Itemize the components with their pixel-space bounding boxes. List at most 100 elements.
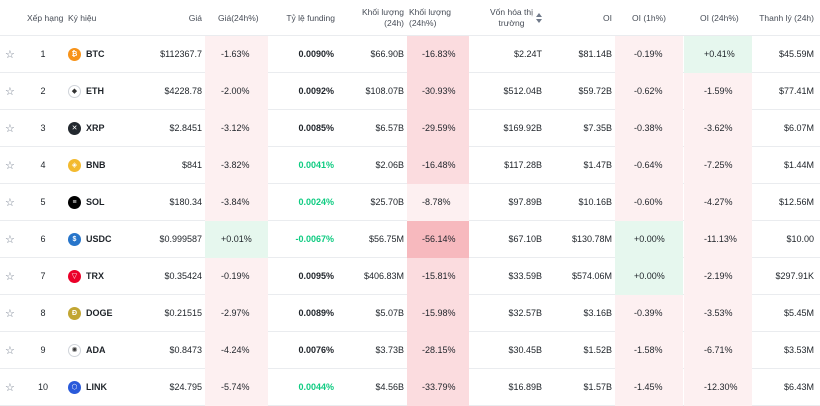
- oi-value: $3.16B: [583, 308, 612, 318]
- sort-icon[interactable]: [536, 13, 542, 23]
- volume-change-cell: -30.93%: [422, 73, 467, 109]
- oi-1h-cell: -0.19%: [634, 36, 680, 72]
- header-volume-change[interactable]: Khối lượng (24h%): [409, 0, 473, 36]
- liquidation-value: $6.43M: [783, 382, 814, 392]
- symbol-cell[interactable]: ▽ TRX: [68, 258, 138, 294]
- liquidation-value: $10.00: [786, 234, 814, 244]
- rank-cell: 5: [30, 184, 56, 220]
- volume-change-bg: [407, 258, 469, 295]
- rank-value: 6: [40, 234, 46, 244]
- symbol-cell[interactable]: ₿ BTC: [68, 36, 138, 72]
- volume-change-value: -15.98%: [422, 308, 456, 318]
- table-row[interactable]: ☆ 10 ⬡ LINK $24.795 -5.74% 0.0044% $4.56…: [0, 369, 820, 406]
- table-row[interactable]: ☆ 5 ≡ SOL $180.34 -3.84% 0.0024% $25.70B…: [0, 184, 820, 221]
- header-volume[interactable]: Khối lượng (24h): [340, 0, 404, 36]
- rank-cell: 1: [30, 36, 56, 72]
- volume-cell: $2.06B: [340, 147, 404, 183]
- symbol-cell[interactable]: ◆ ETH: [68, 73, 138, 109]
- table-row[interactable]: ☆ 8 Ð DOGE $0.21515 -2.97% 0.0089% $5.07…: [0, 295, 820, 332]
- liquidation-cell: $297.91K: [750, 258, 814, 294]
- volume-value: $108.07B: [365, 86, 404, 96]
- cardano-icon: ✺: [68, 343, 81, 357]
- price-change-value: -3.12%: [221, 123, 250, 133]
- header-oi-label: OI: [603, 12, 612, 23]
- oi-1h-value: -0.64%: [634, 160, 663, 170]
- header-oi-1h[interactable]: OI (1h%): [632, 0, 682, 36]
- table-row[interactable]: ☆ 6 $ USDC $0.999587 +0.01% -0.0067% $56…: [0, 221, 820, 258]
- liquidation-value: $77.41M: [778, 86, 814, 96]
- symbol-cell[interactable]: Ð DOGE: [68, 295, 138, 331]
- rank-value: 5: [40, 197, 46, 207]
- favorite-star-icon[interactable]: ☆: [5, 381, 15, 394]
- header-symbol[interactable]: Ký hiệu: [68, 0, 128, 36]
- volume-change-value: -8.78%: [422, 197, 451, 207]
- rank-value: 8: [40, 308, 46, 318]
- table-row[interactable]: ☆ 2 ◆ ETH $4228.78 -2.00% 0.0092% $108.0…: [0, 73, 820, 110]
- oi-24h-bg: [684, 258, 752, 295]
- rank-cell: 10: [30, 369, 56, 405]
- favorite-star-icon[interactable]: ☆: [5, 233, 15, 246]
- solana-icon: ≡: [68, 195, 81, 209]
- price-change-cell: -0.19%: [221, 258, 266, 294]
- oi-1h-bg: [615, 295, 683, 332]
- header-market-cap[interactable]: Vốn hóa thị trường: [480, 0, 542, 36]
- oi-cell: $59.72B: [548, 73, 612, 109]
- price-change-value: +0.01%: [221, 234, 252, 244]
- price-change-cell: -3.84%: [221, 184, 266, 220]
- symbol-label: LINK: [86, 382, 107, 392]
- oi-1h-value: -0.39%: [634, 308, 663, 318]
- market-cap-cell: $117.28B: [475, 147, 542, 183]
- header-oi[interactable]: OI: [570, 0, 612, 36]
- price-change-bg: [205, 73, 268, 110]
- header-funding[interactable]: Tỷ lệ funding: [270, 0, 335, 36]
- favorite-star-icon[interactable]: ☆: [5, 85, 15, 98]
- favorite-star-icon[interactable]: ☆: [5, 270, 15, 283]
- oi-value: $1.47B: [583, 160, 612, 170]
- symbol-cell[interactable]: ✺ ADA: [68, 332, 138, 368]
- symbol-label: BTC: [86, 49, 105, 59]
- symbol-cell[interactable]: ◈ BNB: [68, 147, 138, 183]
- table-row[interactable]: ☆ 9 ✺ ADA $0.8473 -4.24% 0.0076% $3.73B …: [0, 332, 820, 369]
- favorite-star-icon[interactable]: ☆: [5, 196, 15, 209]
- favorite-star-icon[interactable]: ☆: [5, 159, 15, 172]
- volume-value: $56.75M: [368, 234, 404, 244]
- price-change-value: -3.84%: [221, 197, 250, 207]
- favorite-star-icon[interactable]: ☆: [5, 48, 15, 61]
- table-row[interactable]: ☆ 4 ◈ BNB $841 -3.82% 0.0041% $2.06B -16…: [0, 147, 820, 184]
- rank-value: 1: [40, 49, 46, 59]
- market-cap-cell: $97.89B: [475, 184, 542, 220]
- oi-1h-cell: -0.60%: [634, 184, 680, 220]
- liquidation-value: $12.56M: [778, 197, 814, 207]
- favorite-star-icon[interactable]: ☆: [5, 122, 15, 135]
- price-cell: $112367.7: [130, 36, 202, 72]
- favorite-star-icon[interactable]: ☆: [5, 307, 15, 320]
- header-rank[interactable]: Xếp hạng: [27, 0, 67, 36]
- header-price-change-label: Giá(24h%): [218, 12, 259, 23]
- liquidation-value: $3.53M: [783, 345, 814, 355]
- table-row[interactable]: ☆ 7 ▽ TRX $0.35424 -0.19% 0.0095% $406.8…: [0, 258, 820, 295]
- header-price-change[interactable]: Giá(24h%): [218, 0, 273, 36]
- oi-24h-cell: -4.27%: [704, 184, 750, 220]
- oi-24h-bg: [684, 221, 752, 258]
- symbol-cell[interactable]: ≡ SOL: [68, 184, 138, 220]
- volume-change-cell: -16.48%: [422, 147, 467, 183]
- rank-value: 4: [40, 160, 46, 170]
- header-price[interactable]: Giá: [140, 0, 202, 36]
- symbol-cell[interactable]: ⬡ LINK: [68, 369, 138, 405]
- oi-1h-bg: [615, 73, 683, 110]
- symbol-cell[interactable]: ✕ XRP: [68, 110, 138, 146]
- oi-1h-value: -0.19%: [634, 49, 663, 59]
- rank-cell: 3: [30, 110, 56, 146]
- oi-24h-value: -11.13%: [704, 234, 737, 244]
- oi-1h-cell: -0.62%: [634, 73, 680, 109]
- symbol-label: BNB: [86, 160, 106, 170]
- header-oi-24h[interactable]: OI (24h%): [700, 0, 762, 36]
- table-row[interactable]: ☆ 3 ✕ XRP $2.8451 -3.12% 0.0085% $6.57B …: [0, 110, 820, 147]
- oi-value: $7.35B: [583, 123, 612, 133]
- oi-24h-value: -2.19%: [704, 271, 733, 281]
- header-symbol-label: Ký hiệu: [68, 12, 97, 23]
- symbol-cell[interactable]: $ USDC: [68, 221, 138, 257]
- table-row[interactable]: ☆ 1 ₿ BTC $112367.7 -1.63% 0.0090% $66.9…: [0, 36, 820, 73]
- header-liquidation[interactable]: Thanh lý (24h): [750, 0, 814, 36]
- favorite-star-icon[interactable]: ☆: [5, 344, 15, 357]
